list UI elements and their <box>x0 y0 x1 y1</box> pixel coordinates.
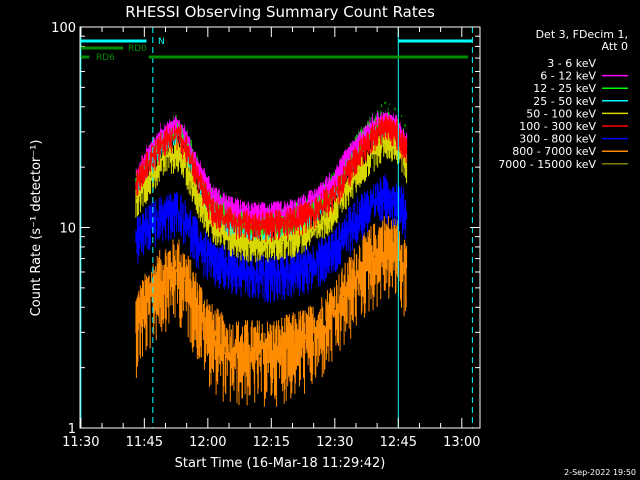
x-tick-label-0: 11:30 <box>62 435 99 450</box>
decim-flag-label: RD0 <box>128 44 147 54</box>
legend-label-6: 300 - 800 keV <box>519 133 596 146</box>
series-3-6keV-line <box>135 96 408 193</box>
legend-label-1: 6 - 12 keV <box>540 70 596 83</box>
x-axis-label: Start Time (16-Mar-18 11:29:42) <box>175 456 386 471</box>
saa-flag-label: N <box>158 37 165 47</box>
series-100-300keV-line <box>135 114 408 242</box>
x-tick-label-3: 12:15 <box>253 435 290 450</box>
legend-label-8: 7000 - 15000 keV <box>498 158 596 171</box>
legend-label-4: 50 - 100 keV <box>526 107 596 120</box>
x-tick-label-4: 12:30 <box>316 435 353 450</box>
legend-header-line-1: Att 0 <box>602 40 628 53</box>
legend-label-7: 800 - 7000 keV <box>512 145 596 158</box>
legend-label-2: 12 - 25 keV <box>533 82 596 95</box>
legend-header-line-0: Det 3, FDecim 1, <box>536 28 628 41</box>
footer-date: 2-Sep-2022 19:50 <box>564 468 636 477</box>
x-tick-label-2: 12:00 <box>189 435 226 450</box>
x-tick-label-6: 13:00 <box>443 435 480 450</box>
x-tick-label-1: 11:45 <box>126 435 163 450</box>
legend-label-5: 100 - 300 keV <box>519 120 596 133</box>
chart-title: RHESSI Observing Summary Count Rates <box>125 3 435 21</box>
y-tick-label-2: 100 <box>51 21 76 36</box>
night-flag-label: RD6 <box>96 53 115 63</box>
legend-label-3: 25 - 50 keV <box>533 95 596 108</box>
series-800-7000keV-line <box>135 215 408 407</box>
legend-label-0: 3 - 6 keV <box>547 57 596 70</box>
y-axis-label: Count Rate (s⁻¹ detector⁻¹) <box>29 140 44 317</box>
y-tick-label-1: 10 <box>59 222 76 237</box>
x-tick-label-5: 12:45 <box>380 435 417 450</box>
y-tick-label-0: 1 <box>68 422 76 437</box>
series-300-800keV-line <box>135 174 408 303</box>
